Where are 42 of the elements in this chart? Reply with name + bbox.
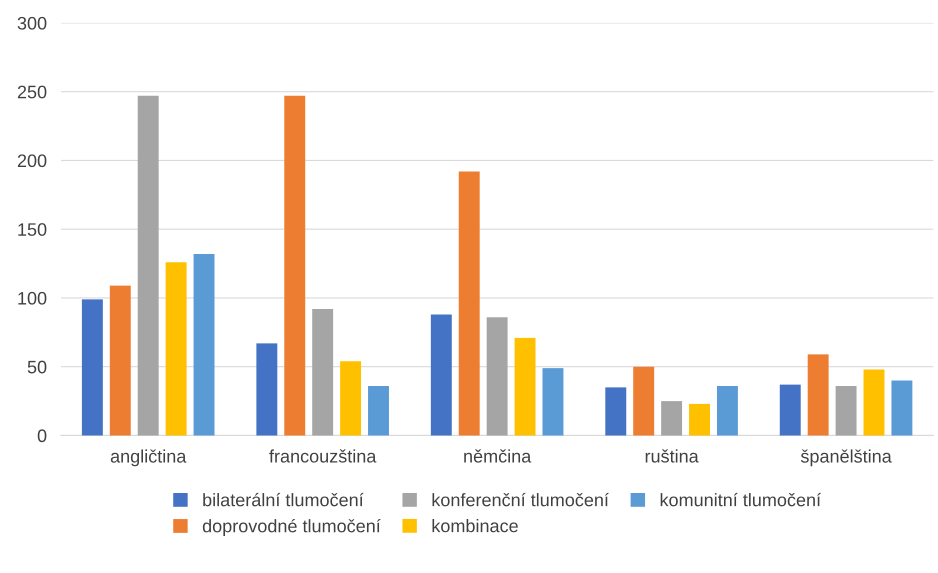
bar [633, 366, 654, 436]
bar [486, 317, 508, 436]
bar [110, 286, 131, 436]
bar [864, 369, 884, 436]
y-tick-label: 150 [18, 223, 46, 236]
bar [836, 386, 857, 436]
bar [194, 254, 214, 436]
legend-label: doprovodné tlumočení [202, 518, 381, 536]
legend-label: bilaterální tlumočení [203, 492, 364, 506]
bar [605, 387, 626, 436]
bar [166, 262, 187, 436]
x-tick-label: němčina [464, 449, 532, 463]
y-tick-label: 250 [18, 86, 46, 98]
legend-label: kombinace [432, 519, 518, 532]
bar [891, 380, 912, 436]
bar [458, 171, 480, 436]
y-tick-label: 0 [38, 429, 46, 442]
bar [716, 386, 738, 436]
bar [430, 314, 452, 436]
x-tick-label: španělština [800, 449, 892, 466]
bar [808, 354, 829, 436]
bar [284, 96, 306, 436]
bar [689, 404, 710, 436]
x-tick-label: francouzština [269, 449, 376, 463]
y-tick-label: 50 [28, 360, 46, 374]
y-tick-label: 200 [18, 154, 46, 168]
bar [661, 401, 682, 436]
bar [780, 384, 801, 436]
bar [368, 386, 389, 436]
bar [256, 343, 278, 436]
bar [340, 361, 362, 436]
bar [514, 338, 536, 436]
y-tick-label: 100 [18, 292, 46, 305]
x-tick-label: angličtina [110, 449, 186, 466]
bar [312, 308, 334, 436]
bar [82, 299, 103, 436]
bar [138, 96, 159, 436]
y-tick-label: 300 [18, 16, 46, 30]
x-tick-label: ruština [646, 449, 699, 463]
legend-label: konferenční tlumočení [432, 492, 609, 506]
legend-label: komunitní tlumočení [660, 492, 821, 506]
bar [542, 368, 564, 436]
